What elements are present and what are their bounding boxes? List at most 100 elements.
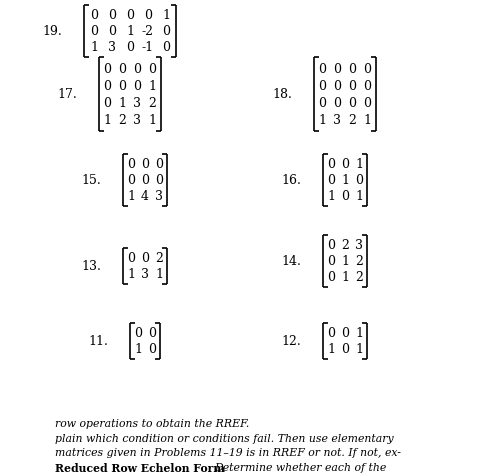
Text: matrices given in Problems 11–19 is in RREF or not. If not, ex-: matrices given in Problems 11–19 is in R… — [55, 447, 401, 457]
Text: 0: 0 — [149, 63, 157, 76]
Text: 0: 0 — [141, 158, 149, 171]
Text: 0: 0 — [341, 327, 349, 340]
Text: 1: 1 — [149, 80, 157, 93]
Text: 0: 0 — [348, 63, 356, 76]
Text: 0: 0 — [319, 63, 327, 76]
Text: 2: 2 — [119, 114, 126, 127]
Text: 1: 1 — [134, 343, 142, 356]
Text: 0: 0 — [108, 25, 116, 39]
Text: Determine whether each of the: Determine whether each of the — [214, 462, 386, 472]
Text: 0: 0 — [103, 63, 111, 76]
Text: 3: 3 — [333, 114, 341, 127]
Text: 1: 1 — [355, 190, 363, 203]
Text: 0: 0 — [148, 343, 156, 356]
Text: 0: 0 — [327, 174, 335, 187]
Text: 0: 0 — [162, 25, 170, 39]
Text: 1: 1 — [341, 255, 349, 268]
Text: 18.: 18. — [272, 89, 292, 101]
Text: 13.: 13. — [82, 260, 101, 273]
Text: 0: 0 — [118, 63, 127, 76]
Text: 0: 0 — [348, 97, 356, 110]
Text: 1: 1 — [327, 190, 335, 203]
Text: 1: 1 — [341, 271, 349, 284]
Text: 2: 2 — [355, 255, 363, 268]
Text: plain which condition or conditions fail. Then use elementary: plain which condition or conditions fail… — [55, 433, 394, 443]
Text: 0: 0 — [327, 255, 335, 268]
Text: 0: 0 — [126, 41, 134, 54]
Text: 0: 0 — [155, 158, 163, 171]
Text: 0: 0 — [327, 239, 335, 252]
Text: 0: 0 — [348, 80, 356, 93]
Text: 1: 1 — [355, 343, 363, 356]
Text: 12.: 12. — [281, 335, 301, 348]
Text: 3: 3 — [108, 41, 116, 54]
Text: 0: 0 — [333, 97, 341, 110]
Text: 1: 1 — [149, 114, 157, 127]
Text: 0: 0 — [162, 41, 170, 54]
Text: 1: 1 — [127, 268, 135, 281]
Text: 1: 1 — [155, 268, 163, 281]
Text: 0: 0 — [90, 10, 98, 22]
Text: 0: 0 — [103, 80, 111, 93]
Text: 1: 1 — [127, 190, 135, 203]
Text: 1: 1 — [126, 25, 134, 39]
Text: 0: 0 — [126, 10, 134, 22]
Text: 1: 1 — [118, 97, 127, 110]
Text: 0: 0 — [319, 80, 327, 93]
Text: 0: 0 — [333, 63, 341, 76]
Text: 3: 3 — [355, 239, 363, 252]
Text: 1: 1 — [363, 114, 371, 127]
Text: 0: 0 — [90, 25, 98, 39]
Text: 16.: 16. — [281, 174, 301, 187]
Text: 2: 2 — [355, 271, 363, 284]
Text: 11.: 11. — [88, 335, 108, 348]
Text: 2: 2 — [155, 252, 163, 265]
Text: 0: 0 — [341, 343, 349, 356]
Text: 0: 0 — [127, 158, 135, 171]
Text: 0: 0 — [148, 327, 156, 340]
Text: 0: 0 — [327, 271, 335, 284]
Text: 0: 0 — [134, 327, 142, 340]
Text: 0: 0 — [127, 174, 135, 187]
Text: 3: 3 — [141, 268, 149, 281]
Text: 0: 0 — [155, 174, 163, 187]
Text: 0: 0 — [341, 190, 349, 203]
Text: 0: 0 — [103, 97, 111, 110]
Text: 3: 3 — [134, 97, 142, 110]
Text: 4: 4 — [141, 190, 149, 203]
Text: 2: 2 — [341, 239, 349, 252]
Text: row operations to obtain the RREF.: row operations to obtain the RREF. — [55, 418, 249, 428]
Text: -1: -1 — [142, 41, 154, 54]
Text: 0: 0 — [141, 174, 149, 187]
Text: 0: 0 — [319, 97, 327, 110]
Text: 0: 0 — [127, 252, 135, 265]
Text: Reduced Row Echelon Form: Reduced Row Echelon Form — [55, 462, 225, 473]
Text: 0: 0 — [108, 10, 116, 22]
Text: 19.: 19. — [42, 25, 62, 39]
Text: 0: 0 — [134, 80, 142, 93]
Text: 0: 0 — [341, 158, 349, 171]
Text: 1: 1 — [319, 114, 327, 127]
Text: 1: 1 — [327, 343, 335, 356]
Text: 3: 3 — [155, 190, 163, 203]
Text: 15.: 15. — [82, 174, 101, 187]
Text: 2: 2 — [149, 97, 157, 110]
Text: 3: 3 — [134, 114, 142, 127]
Text: 0: 0 — [363, 63, 371, 76]
Text: 0: 0 — [144, 10, 152, 22]
Text: 1: 1 — [341, 174, 349, 187]
Text: 0: 0 — [333, 80, 341, 93]
Text: 1: 1 — [90, 41, 98, 54]
Text: 14.: 14. — [281, 255, 301, 268]
Text: -2: -2 — [142, 25, 154, 39]
Text: 0: 0 — [118, 80, 127, 93]
Text: 0: 0 — [134, 63, 142, 76]
Text: 2: 2 — [348, 114, 356, 127]
Text: 0: 0 — [327, 158, 335, 171]
Text: 0: 0 — [327, 327, 335, 340]
Text: 17.: 17. — [58, 89, 77, 101]
Text: 1: 1 — [162, 10, 170, 22]
Text: 1: 1 — [355, 158, 363, 171]
Text: 0: 0 — [141, 252, 149, 265]
Text: 1: 1 — [355, 327, 363, 340]
